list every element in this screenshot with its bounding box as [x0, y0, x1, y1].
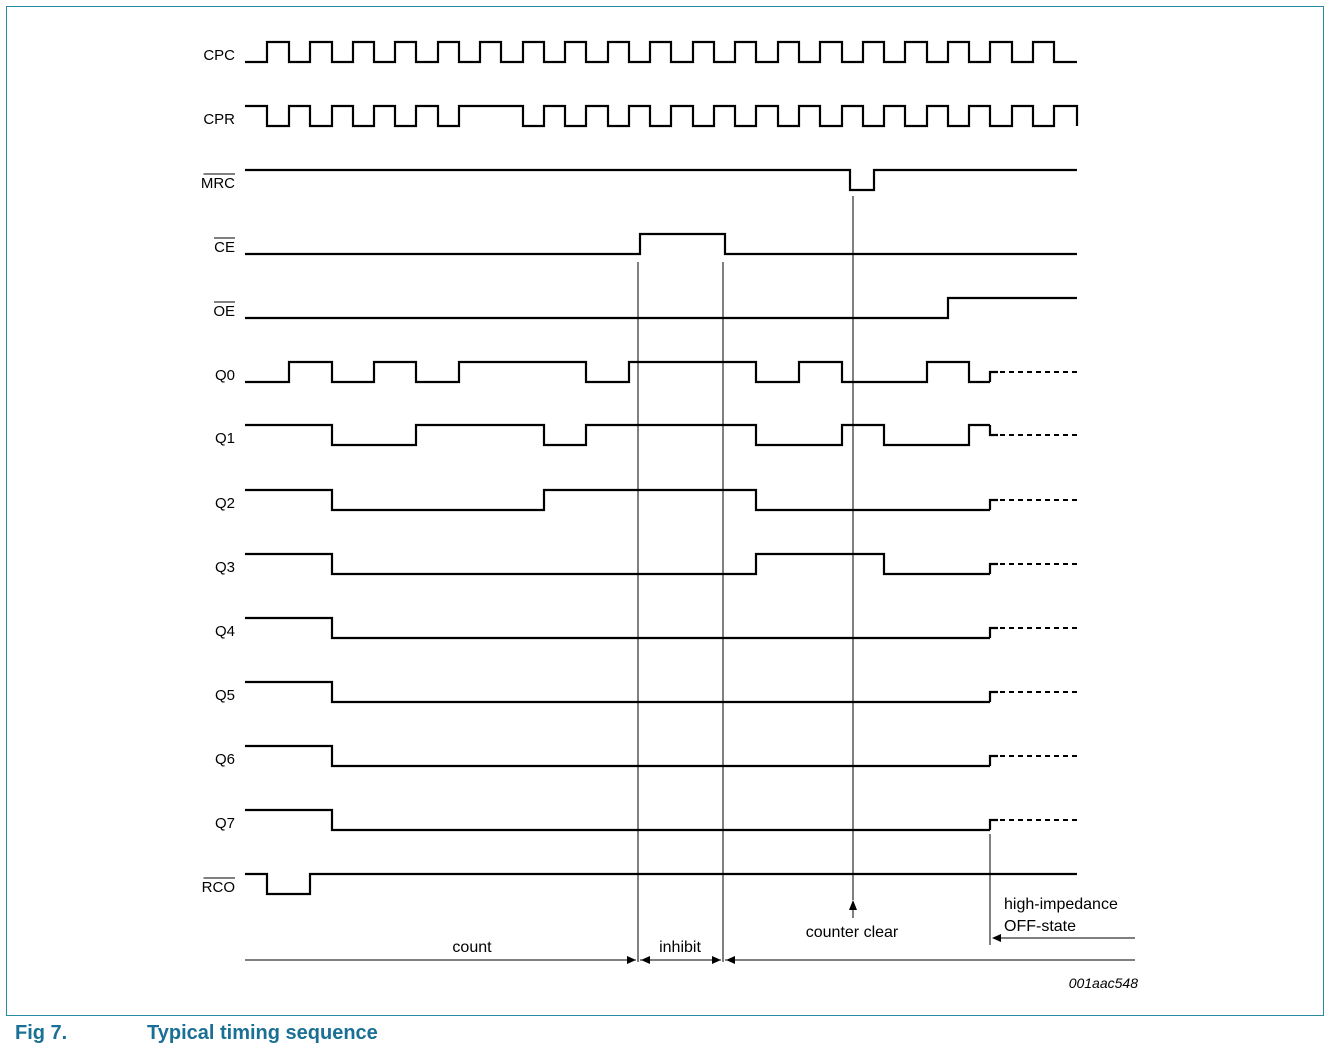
hiz-transition-q1: [988, 425, 998, 437]
signal-label-q0: Q0: [215, 367, 235, 384]
figure-frame: [6, 6, 1324, 1016]
signal-label-q3: Q3: [215, 559, 235, 576]
waveform-q4: [245, 616, 990, 640]
figure-caption: Fig 7. Typical timing sequence: [15, 1022, 378, 1045]
hiz-transition-q6: [988, 754, 998, 766]
signal-label-mrc: MRC: [201, 175, 235, 192]
signal-waveforms: [245, 40, 1079, 896]
inhibit-label: inhibit: [659, 939, 701, 956]
signal-label-oe: OE: [213, 303, 235, 320]
signal-label-rco: RCO: [202, 879, 235, 896]
waveform-q0: [245, 360, 990, 384]
hiz-transition-q5: [988, 690, 998, 702]
counter-clear-label: counter clear: [806, 924, 899, 941]
hiz-transition-q7: [988, 818, 998, 830]
signal-label-q1: Q1: [215, 430, 235, 447]
waveform-cpc: [245, 40, 1077, 64]
signal-labels: CPC CPR MRC CE OE Q0 Q1 Q2 Q3 Q4 Q5 Q6 Q7 RCO: [201, 47, 235, 896]
signal-label-q4: Q4: [215, 623, 235, 640]
waveform-q1: [245, 423, 990, 447]
timing-diagram: CPC CPR MRC CE OE Q0 Q1 Q2 Q3 Q4 Q5 Q6 Q7 RCO count i…: [201, 40, 1139, 991]
waveform-q3: [245, 552, 990, 576]
waveform-q7: [245, 808, 990, 832]
signal-label-q2: Q2: [215, 495, 235, 512]
high-impedance-label: high-impedance: [1004, 896, 1118, 913]
inhibit-arrow-right: [712, 956, 721, 964]
timing-markers: [245, 196, 1135, 964]
waveform-rco: [245, 872, 1077, 896]
clear-arrow-left: [726, 956, 735, 964]
document-id: 001aac548: [1069, 975, 1139, 991]
hiz-transition-q2: [988, 498, 998, 510]
hiz-transition-q3: [988, 562, 998, 574]
waveform-q5: [245, 680, 990, 704]
signal-label-cpc: CPC: [203, 47, 235, 64]
waveform-q2: [245, 488, 990, 512]
figure-title: Typical timing sequence: [147, 1022, 378, 1044]
signal-label-q7: Q7: [215, 815, 235, 832]
signal-label-q5: Q5: [215, 687, 235, 704]
hiz-transition-q4: [988, 626, 998, 638]
count-arrow-right: [627, 956, 636, 964]
counter-clear-arrow: [849, 900, 857, 910]
signal-label-ce: CE: [214, 239, 235, 256]
waveform-cpr: [245, 104, 1079, 128]
count-label: count: [452, 939, 492, 956]
hiz-arrow-head: [992, 934, 1001, 942]
waveform-oe: [245, 296, 1077, 320]
waveform-q6: [245, 744, 990, 768]
waveform-ce: [245, 232, 1077, 256]
off-state-label: OFF-state: [1004, 918, 1076, 935]
figure-number: Fig 7.: [15, 1022, 68, 1044]
waveform-mrc: [245, 168, 1077, 192]
inhibit-arrow-left: [641, 956, 650, 964]
signal-label-q6: Q6: [215, 751, 235, 768]
signal-label-cpr: CPR: [203, 111, 235, 128]
hiz-transition-q0: [988, 370, 998, 382]
